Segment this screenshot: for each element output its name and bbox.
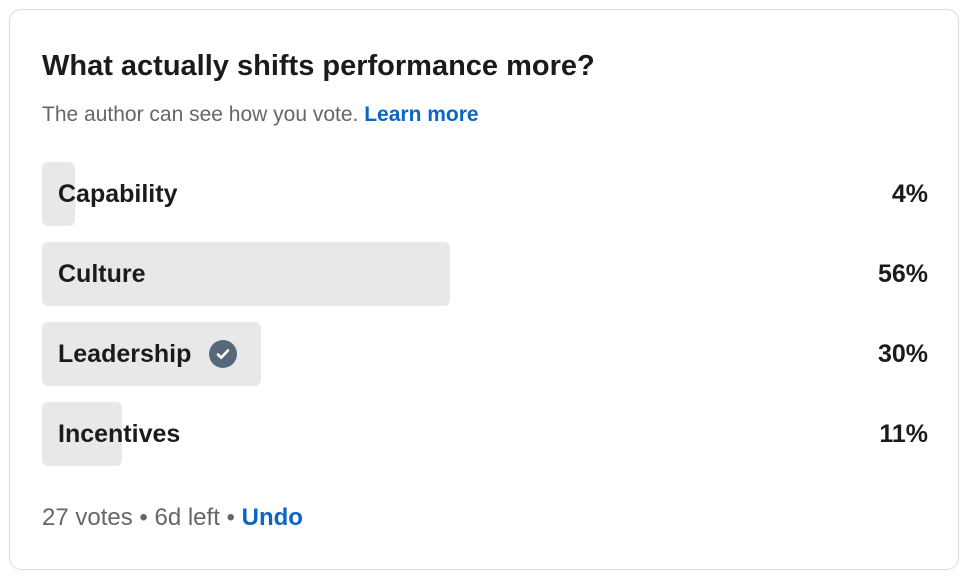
undo-button[interactable]: Undo: [241, 504, 303, 531]
time-left: 6d left: [154, 504, 220, 531]
poll-option-leadership[interactable]: Leadership 30%: [42, 322, 928, 386]
check-circle-icon: [209, 340, 238, 368]
privacy-note: The author can see how you vote. Learn m…: [42, 103, 479, 127]
separator: •: [139, 504, 148, 531]
option-label: Culture: [58, 260, 146, 288]
option-percent: 4%: [891, 180, 928, 208]
option-label: Leadership: [58, 340, 192, 368]
poll-option-incentives[interactable]: Incentives 11%: [42, 402, 928, 466]
result-bar: [42, 402, 123, 466]
poll-footer: 27 votes • 6d left • Undo: [42, 504, 303, 532]
vote-count: 27 votes: [42, 504, 133, 531]
option-percent: 30%: [877, 340, 928, 368]
option-percent: 11%: [879, 420, 928, 448]
poll-option-culture[interactable]: Culture 56%: [42, 242, 928, 306]
option-label-row: Incentives: [58, 402, 180, 466]
privacy-text: The author can see how you vote.: [42, 103, 359, 126]
option-percent: 56%: [877, 260, 928, 288]
poll-card: [9, 9, 959, 570]
poll-option-capability[interactable]: Capability 4%: [42, 162, 928, 226]
option-label-row: Culture: [58, 242, 146, 306]
separator: •: [226, 504, 235, 531]
option-label: Incentives: [58, 420, 181, 448]
result-bar: [42, 242, 451, 306]
option-label: Capability: [58, 180, 178, 208]
option-label-row: Capability: [58, 162, 177, 226]
learn-more-link[interactable]: Learn more: [364, 103, 479, 126]
option-label-row: Leadership: [58, 322, 238, 386]
result-bar: [42, 162, 75, 226]
poll-question: What actually shifts performance more?: [42, 50, 595, 82]
